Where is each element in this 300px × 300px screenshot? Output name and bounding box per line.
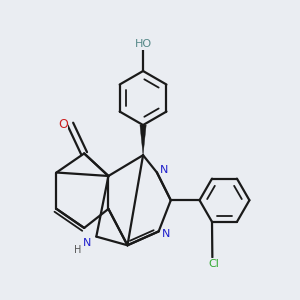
Text: N: N: [162, 229, 170, 239]
Text: N: N: [160, 165, 169, 175]
Text: N: N: [82, 238, 91, 248]
Text: H: H: [74, 245, 81, 256]
Text: Cl: Cl: [208, 259, 220, 269]
Polygon shape: [140, 125, 146, 155]
Text: O: O: [58, 118, 68, 130]
Text: HO: HO: [134, 39, 152, 49]
